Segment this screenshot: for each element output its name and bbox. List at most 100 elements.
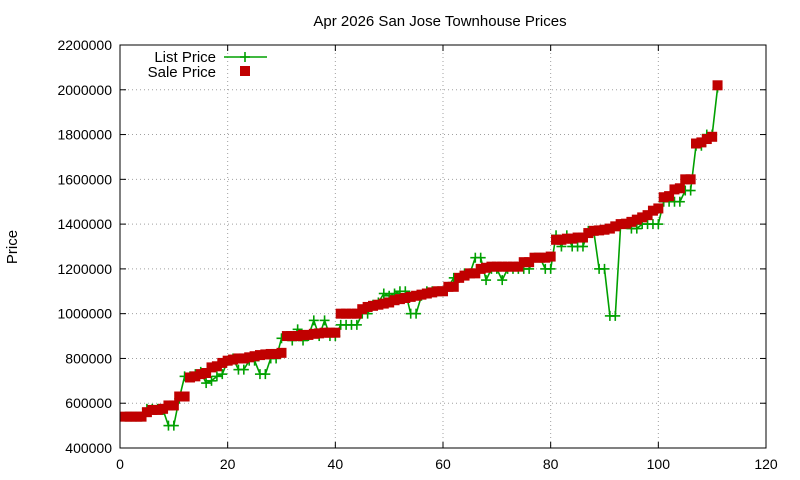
sale-price-point [346, 308, 357, 319]
sale-price-point [357, 304, 368, 315]
x-tick-label: 60 [435, 456, 451, 472]
sale-price-point [373, 299, 384, 310]
sale-price-point [271, 348, 282, 359]
list-price-point [481, 275, 492, 286]
sale-price-point [572, 232, 583, 243]
sale-price-point [551, 234, 562, 245]
sale-price-point [211, 361, 222, 372]
sale-price-point [669, 184, 680, 195]
list-price-point [497, 275, 508, 286]
legend-label-list-price: List Price [154, 49, 216, 66]
sale-price-point [438, 286, 448, 297]
sale-price-point [653, 203, 664, 214]
sale-price-point [448, 281, 459, 292]
sale-price-point [319, 327, 330, 338]
plot-frame [119, 44, 767, 449]
sale-price-point [335, 308, 346, 319]
list-price-point [631, 223, 642, 234]
sale-price-point [707, 131, 718, 142]
series-layer [120, 80, 723, 431]
sale-price-point [249, 351, 260, 362]
sale-price-point [658, 192, 669, 203]
sale-price-point [626, 216, 637, 227]
sale-price-point [168, 400, 179, 411]
y-tick-label: 2200000 [57, 37, 112, 53]
sale-price-point [163, 400, 174, 411]
sale-price-point [217, 357, 228, 368]
sale-price-point [341, 308, 352, 319]
y-tick-label: 1400000 [57, 216, 112, 232]
sale-price-point [184, 372, 195, 383]
sale-price-point [298, 329, 309, 340]
sale-price-point [411, 290, 422, 301]
sale-price-point [233, 353, 244, 364]
sale-price-point [265, 348, 276, 359]
list-price-point [319, 315, 330, 326]
sale-price-point [147, 404, 158, 415]
sale-price-point [281, 331, 292, 342]
sale-price-point [400, 292, 411, 303]
sale-price-point [610, 221, 621, 232]
sale-price-point [120, 411, 131, 422]
sale-price-point [308, 328, 319, 339]
sale-price-point [524, 257, 535, 268]
sale-price-point [222, 355, 233, 366]
sale-price-point [125, 411, 136, 422]
sale-price-point [314, 328, 325, 339]
list-price-point [653, 219, 664, 230]
sale-price-point [556, 234, 567, 245]
list-price-point [674, 196, 685, 207]
sale-price-point [691, 138, 702, 149]
sale-price-point [486, 261, 497, 272]
sale-price-point [238, 353, 249, 364]
sale-price-point [303, 329, 314, 340]
y-tick-label: 1600000 [57, 171, 112, 187]
legend: List Price Sale Price [148, 49, 267, 81]
sale-price-point [674, 183, 685, 194]
sale-price-point [497, 261, 508, 272]
sale-price-point [292, 331, 303, 342]
sale-price-point [475, 263, 486, 274]
sale-price-point [405, 291, 416, 302]
sale-price-point [141, 407, 152, 418]
sale-price-point [701, 134, 712, 145]
sale-price-point [190, 371, 201, 382]
sale-price-point [518, 257, 529, 268]
x-tick-label: 20 [220, 456, 236, 472]
sale-price-point [432, 286, 443, 297]
x-tick-label: 0 [116, 456, 124, 472]
sale-price-point [481, 262, 492, 273]
legend-marker-sale-price [240, 66, 250, 76]
chart-title: Apr 2026 San Jose Townhouse Prices [313, 13, 566, 30]
list-price-point [238, 364, 249, 375]
sale-price-point [136, 411, 147, 422]
x-tick-label: 100 [647, 456, 671, 472]
sale-price-point [131, 411, 142, 422]
sale-price-point [513, 261, 524, 272]
sale-price-point [561, 233, 572, 244]
sale-price-point [712, 80, 723, 91]
sale-price-point [604, 223, 615, 234]
sale-price-point [287, 331, 298, 342]
sale-price-point [394, 294, 405, 305]
sale-price-point [260, 349, 271, 360]
sale-price-point [583, 228, 594, 239]
sale-price-point [577, 232, 588, 243]
sale-price-point [158, 403, 169, 414]
list-price-point [545, 263, 556, 274]
sale-price-point [594, 225, 605, 236]
sale-price-point [621, 218, 632, 229]
sale-price-point [459, 270, 470, 281]
y-tick-label: 1000000 [57, 306, 112, 322]
list-price-point [211, 371, 222, 382]
list-price-point [206, 375, 217, 386]
sale-price-point [637, 212, 648, 223]
sale-price-point [631, 214, 642, 225]
list-price-point [610, 310, 621, 321]
y-tick-label: 2000000 [57, 82, 112, 98]
sale-price-point [368, 300, 379, 311]
y-tick-label: 800000 [65, 350, 112, 366]
sale-price-point [685, 174, 696, 185]
sale-price-point [567, 233, 578, 244]
list-price-point [577, 241, 588, 252]
